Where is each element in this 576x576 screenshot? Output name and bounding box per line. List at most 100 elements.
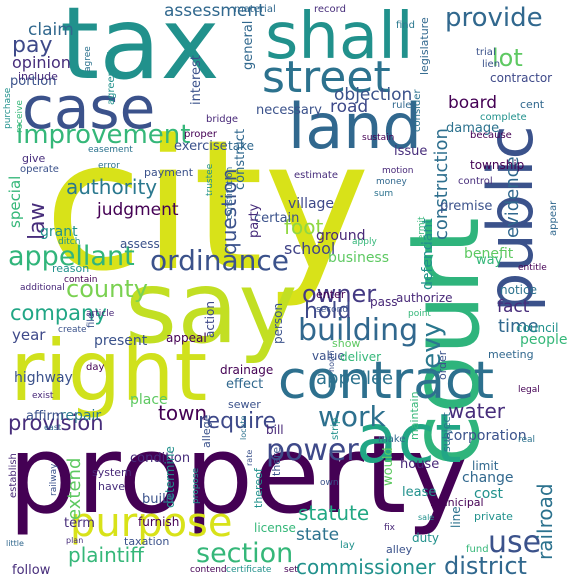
- word-contract: contract: [278, 351, 494, 411]
- word-reason: reason: [52, 262, 89, 275]
- word-exist: exist: [32, 391, 54, 401]
- word-village: village: [288, 196, 334, 212]
- word-road: road: [330, 97, 368, 117]
- word-estimate: estimate: [294, 170, 338, 181]
- word-law: law: [25, 202, 50, 240]
- word-little: little: [6, 539, 24, 548]
- word-defendant: defendant: [420, 218, 436, 290]
- word-pay: pay: [12, 33, 52, 58]
- word-contractor: contractor: [490, 71, 552, 85]
- word-additional: additional: [20, 283, 65, 293]
- word-provide: provide: [445, 3, 543, 33]
- word-allege: allege: [200, 414, 213, 448]
- word-north: north: [327, 351, 336, 372]
- word-section: section: [196, 538, 293, 569]
- word-condition: condition: [130, 451, 190, 466]
- word-certain: certain: [254, 211, 299, 226]
- word-pass: pass: [370, 295, 397, 309]
- word-bridge: bridge: [206, 114, 238, 125]
- word-would: would: [381, 447, 396, 486]
- word-municipal: municipal: [430, 496, 484, 509]
- word-railroad: railroad: [533, 483, 557, 560]
- word-house: house: [400, 457, 439, 472]
- word-building: building: [298, 313, 418, 348]
- word-special: special: [6, 176, 24, 228]
- word-own: own: [320, 478, 339, 488]
- word-constitution: constitution: [225, 167, 235, 220]
- word-business: business: [328, 250, 389, 266]
- word-subject: subject: [440, 411, 453, 452]
- word-second: second: [316, 305, 348, 315]
- word-repair: repair: [60, 408, 101, 424]
- word-term: term: [64, 516, 95, 531]
- word-company: company: [10, 301, 107, 325]
- word-bill: bill: [266, 423, 284, 437]
- word-certificate: certificate: [226, 565, 272, 575]
- word-affirm: affirm: [26, 409, 64, 424]
- word-exercise: exercise: [174, 139, 228, 154]
- word-district: district: [444, 552, 527, 576]
- word-council: council: [516, 321, 558, 335]
- word-permit: permit: [417, 216, 427, 246]
- word-people: people: [520, 332, 567, 348]
- word-control: control: [458, 176, 493, 187]
- word-provision: provision: [8, 411, 104, 435]
- word-assess: assess: [120, 237, 160, 251]
- word-city: city: [44, 102, 370, 311]
- word-property: property: [8, 413, 470, 538]
- word-agree: agree: [83, 46, 93, 72]
- word-legal: legal: [518, 385, 540, 395]
- word-plaintiff: plaintiff: [68, 543, 145, 567]
- word-give: give: [22, 152, 46, 165]
- word-court: court: [389, 217, 501, 466]
- word-action: action: [203, 301, 217, 338]
- word-water: water: [448, 399, 506, 423]
- word-grant: grant: [40, 224, 78, 240]
- word-cost: cost: [474, 486, 504, 502]
- word-receive: receive: [15, 100, 25, 133]
- word-ground: ground: [316, 228, 366, 244]
- word-question: question: [217, 169, 241, 255]
- word-public: public: [474, 125, 547, 312]
- word-land: land: [288, 90, 422, 163]
- word-cent: cent: [520, 98, 545, 111]
- word-street: street: [262, 52, 391, 103]
- word-lot: lot: [492, 44, 523, 72]
- word-county: county: [66, 275, 148, 303]
- word-record: record: [314, 4, 346, 15]
- word-create: create: [58, 325, 87, 335]
- word-enter: enter: [316, 288, 346, 301]
- word-error: error: [98, 161, 120, 171]
- word-premise: premise: [440, 199, 492, 214]
- word-establish: establish: [8, 453, 19, 498]
- word-authorize: authorize: [396, 291, 453, 305]
- word-system: system: [92, 466, 132, 479]
- word-alley: alley: [386, 543, 413, 556]
- word-plan: plan: [66, 536, 83, 545]
- word-authority: authority: [66, 175, 157, 199]
- word-appellee: appellee: [316, 368, 393, 389]
- word-apply: apply: [352, 237, 377, 247]
- word-corporation: corporation: [446, 428, 527, 444]
- word-lien: lien: [482, 59, 500, 70]
- word-year: year: [12, 326, 46, 344]
- word-purchase: purchase: [3, 87, 13, 129]
- word-construction: construction: [431, 128, 452, 240]
- word-ordinance: ordinance: [150, 244, 289, 277]
- word-extend: extend: [64, 458, 85, 520]
- word-order: order: [436, 350, 449, 380]
- word-legislature: legislature: [418, 17, 431, 75]
- word-way: way: [476, 253, 503, 268]
- word-take: take: [228, 139, 254, 153]
- word-agreement: agreement: [106, 50, 117, 105]
- word-commissioner: commissioner: [296, 555, 436, 576]
- word-rule: rule: [392, 100, 411, 111]
- word-motion: motion: [382, 166, 414, 176]
- word-shall: shall: [265, 0, 414, 74]
- word-set: set: [284, 565, 298, 575]
- word-tax: tax: [60, 0, 220, 102]
- word-party: party: [247, 203, 262, 238]
- word-because: because: [470, 130, 512, 141]
- word-lay: lay: [340, 540, 355, 551]
